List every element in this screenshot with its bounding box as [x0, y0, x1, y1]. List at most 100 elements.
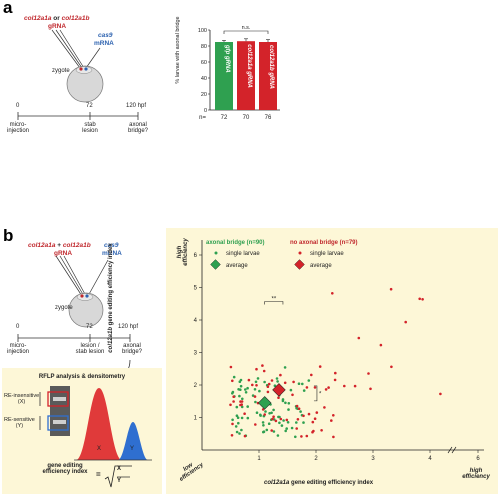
- point-bridge: [240, 416, 244, 420]
- point-nobridge: [243, 412, 246, 415]
- point-nobridge: [270, 379, 274, 382]
- legend-bridge-average: average: [226, 263, 248, 269]
- point-bridge: [299, 410, 302, 413]
- timeline-a-event-bridge: axonal bridge?: [127, 122, 148, 134]
- point-nobridge: [334, 371, 337, 375]
- legend-nobridge-title: no axonal bridge (n=79): [290, 240, 358, 246]
- point-nobridge: [330, 419, 333, 422]
- panel-a-zygote-label: zygote: [52, 68, 70, 74]
- point-bridge: [263, 380, 266, 384]
- point-nobridge: [311, 420, 315, 424]
- bar-1: [237, 41, 255, 111]
- point-nobridge: [324, 388, 328, 391]
- point-bridge: [259, 414, 262, 417]
- point-bridge: [238, 394, 241, 398]
- point-nobridge: [270, 429, 273, 432]
- point-bridge: [284, 429, 287, 433]
- point-bridge: [294, 435, 297, 439]
- scatter-ylabel: col12a1b gene editing efficiency index: [108, 243, 114, 353]
- point-nobridge: [369, 387, 372, 391]
- point-nobridge: [292, 380, 295, 384]
- point-nobridge: [266, 385, 270, 388]
- panel-a-cas9: cas9: [98, 32, 113, 39]
- sig-y: *: [319, 391, 322, 397]
- point-nobridge: [295, 404, 299, 408]
- point-bridge: [246, 386, 249, 390]
- point-nobridge: [277, 396, 280, 399]
- point-nobridge: [279, 417, 283, 421]
- point-bridge: [278, 421, 281, 425]
- point-bridge: [276, 434, 280, 437]
- point-nobridge: [261, 364, 264, 367]
- point-bridge: [246, 405, 249, 408]
- bar-n-2: 76: [265, 115, 272, 121]
- point-bridge: [262, 430, 266, 433]
- re-insensitive-label: RE-insensitive (X): [4, 393, 40, 405]
- point-nobridge: [231, 422, 234, 426]
- point-bridge: [272, 430, 276, 433]
- bar-ytick-label: 60: [201, 60, 207, 66]
- legend-nobridge-diamond: [294, 259, 305, 270]
- rflp-title: RFLP analysis & densitometry: [38, 374, 126, 380]
- bar-2: [259, 42, 277, 110]
- bar-category-label-2: col12a1b gRNA: [268, 45, 274, 89]
- bar-category-label-0: gfp gRNA: [224, 44, 230, 73]
- formula-denominator: Y: [117, 478, 122, 484]
- point-bridge: [238, 432, 241, 435]
- point-bridge: [237, 421, 240, 425]
- timeline-b-tick-72: 72: [86, 324, 93, 330]
- point-bridge: [240, 405, 244, 409]
- point-bridge: [286, 421, 290, 424]
- point-bridge: [295, 421, 298, 424]
- point-bridge: [270, 411, 273, 415]
- scatter-xtick-label: 1: [257, 456, 261, 462]
- point-bridge: [272, 408, 275, 412]
- bar-ytick-label: 100: [198, 28, 207, 34]
- bar-n-0: 72: [221, 115, 228, 121]
- formula-sqrt: [104, 465, 132, 488]
- point-nobridge: [251, 383, 254, 387]
- point-nobridge: [421, 298, 424, 301]
- panel-b-zygote-drawing: [17, 255, 131, 379]
- point-bridge: [239, 384, 243, 388]
- sig-bracket-x: [264, 301, 284, 305]
- panel-a-mrna: mRNA: [94, 40, 114, 47]
- point-bridge: [235, 430, 239, 434]
- point-nobridge: [367, 372, 370, 375]
- point-bridge: [297, 382, 301, 385]
- bar-category-label-1: col12a1a gRNA: [246, 44, 252, 88]
- point-bridge: [290, 426, 294, 430]
- point-nobridge: [296, 418, 300, 421]
- sig-x: **: [271, 297, 276, 303]
- point-bridge: [258, 389, 261, 393]
- timeline-a-event-lesion: stab lesion: [82, 122, 98, 134]
- point-nobridge: [313, 417, 317, 420]
- point-nobridge: [343, 384, 346, 388]
- point-bridge: [235, 414, 239, 417]
- point-bridge: [281, 398, 285, 401]
- point-nobridge: [389, 287, 393, 291]
- point-bridge: [287, 408, 290, 411]
- sig-bracket-y: [313, 385, 318, 402]
- point-nobridge: [291, 393, 294, 397]
- point-nobridge: [230, 434, 234, 437]
- point-nobridge: [305, 386, 309, 389]
- grna-b-col12a1b: col12a1b: [62, 242, 91, 249]
- point-bridge: [285, 427, 288, 430]
- scatter-axis-break: [447, 446, 457, 454]
- point-bridge: [236, 416, 240, 419]
- point-bridge: [301, 382, 304, 386]
- legend-nobridge-average: average: [310, 263, 332, 269]
- timeline-b-tick-120: 120 hpf: [118, 324, 139, 330]
- re-sensitive-label: RE-sensitive (Y): [4, 417, 35, 429]
- point-bridge: [239, 378, 243, 382]
- peak-x-label: X: [97, 446, 102, 452]
- point-bridge: [231, 390, 235, 394]
- point-bridge: [273, 384, 277, 387]
- point-bridge: [278, 415, 281, 419]
- point-nobridge: [323, 406, 326, 409]
- formula-label: gene editing efficiency index: [42, 463, 88, 475]
- bar-chart-ylabel: % larvae with axonal bridge: [175, 16, 181, 84]
- legend-bridge-single: single larvae: [226, 251, 260, 257]
- point-nobridge: [312, 429, 315, 433]
